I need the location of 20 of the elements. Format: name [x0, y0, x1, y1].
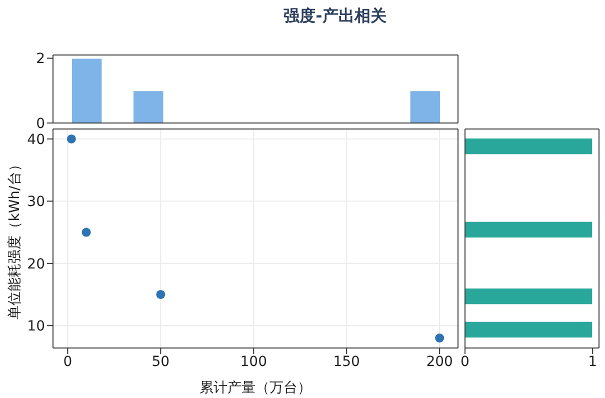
x-tick-label: 50 — [152, 354, 170, 370]
x-tick-label: 150 — [333, 354, 360, 370]
y-axis-title: 单位能耗强度（kWh/台） — [6, 158, 23, 320]
y-tick-label: 10 — [27, 318, 45, 335]
x-tick-label: 0 — [63, 354, 72, 370]
x-tick-label: 200 — [426, 354, 453, 370]
x-axis-title: 累计产量（万台） — [200, 380, 312, 396]
x-tick-label: 100 — [240, 354, 268, 370]
point — [156, 290, 166, 299]
x-tick-label: 0 — [460, 354, 470, 370]
point — [435, 334, 444, 343]
point — [82, 228, 91, 237]
chart-title: 强度-产出相关 — [282, 6, 388, 27]
point — [66, 134, 76, 144]
x-tick-label: 1 — [588, 354, 598, 370]
y-tick-label: 2 — [36, 51, 45, 68]
y-tick-label: 40 — [27, 132, 45, 148]
y-tick-label: 30 — [27, 194, 45, 210]
y-tick-label: 20 — [27, 256, 45, 272]
y-tick-label: 0 — [36, 116, 45, 132]
